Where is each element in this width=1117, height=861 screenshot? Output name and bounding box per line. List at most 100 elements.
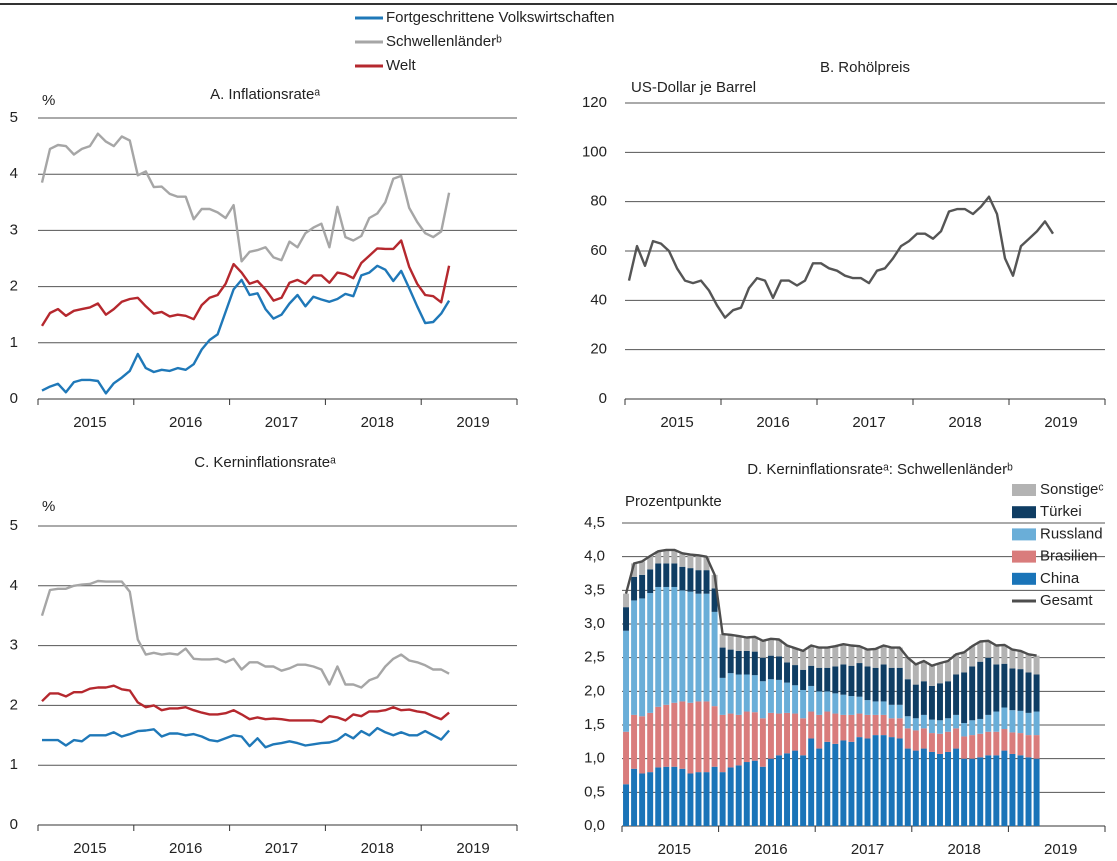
legend-label: Schwellenländerᵇ — [386, 33, 502, 50]
bar-segment — [1033, 758, 1040, 826]
bar-segment — [928, 685, 935, 720]
bar-segment — [848, 741, 855, 826]
bar-segment — [623, 593, 630, 608]
y-tick-label: 3,0 — [584, 615, 605, 632]
bar-segment — [759, 681, 766, 719]
series-line — [40, 239, 451, 327]
bar-segment — [969, 646, 976, 667]
bar-segment — [1001, 750, 1008, 826]
y-tick-label: 1,5 — [584, 716, 605, 733]
legend-swatch — [1012, 528, 1036, 541]
bar-segment — [784, 682, 791, 713]
series-line — [41, 684, 450, 724]
bar-segment — [896, 738, 903, 826]
panel-title: B. Rohölpreis — [820, 59, 910, 76]
bar-segment — [711, 611, 718, 707]
bar-segment — [872, 735, 879, 826]
x-tick-label: 2015 — [73, 414, 106, 431]
bar-segment — [816, 647, 823, 668]
bar-segment — [832, 743, 839, 826]
bar-segment — [912, 684, 919, 719]
bar-segment — [687, 591, 694, 703]
x-tick-label: 2016 — [754, 841, 787, 858]
bar-segment — [896, 718, 903, 739]
series-line — [40, 132, 451, 263]
bar-segment — [695, 555, 702, 571]
bar-segment — [936, 683, 943, 721]
bar-segment — [824, 711, 831, 742]
bar-segment — [977, 718, 984, 734]
bar-segment — [936, 753, 943, 826]
bar-segment — [880, 714, 887, 736]
x-tick-label: 2016 — [756, 414, 789, 431]
bar-segment — [945, 751, 952, 826]
bar-segment — [985, 714, 992, 732]
bar-segment — [961, 672, 968, 723]
bar-segment — [1033, 711, 1040, 736]
bar-segment — [775, 755, 782, 826]
bar-segment — [767, 712, 774, 759]
bar-segment — [631, 768, 638, 826]
bar-segment — [969, 666, 976, 721]
bar-segment — [703, 556, 710, 571]
bar-segment — [735, 650, 742, 675]
bar-segment — [969, 735, 976, 759]
series-line — [41, 264, 451, 395]
bar-segment — [663, 563, 670, 587]
bar-segment — [792, 685, 799, 714]
bar-segment — [800, 718, 807, 756]
bar-segment — [639, 574, 646, 599]
bar-segment — [1025, 654, 1032, 673]
bar-segment — [1025, 757, 1032, 826]
bar-segment — [775, 639, 782, 657]
bar-segment — [792, 713, 799, 751]
bar-segment — [647, 569, 654, 594]
bar-segment — [953, 654, 960, 675]
bar-segment — [993, 731, 1000, 756]
bar-segment — [639, 773, 646, 826]
legend-swatch — [1012, 550, 1036, 563]
bar-segment — [639, 561, 646, 575]
bar-segment — [928, 719, 935, 734]
bar-segment — [1025, 712, 1032, 736]
bar-segment — [655, 706, 662, 768]
bar-segment — [1009, 710, 1016, 733]
bar-segment — [808, 665, 815, 686]
bar-segment — [639, 716, 646, 774]
bar-segment — [703, 593, 710, 702]
bar-segment — [735, 714, 742, 766]
bar-segment — [743, 711, 750, 763]
bar-segment — [856, 737, 863, 826]
bar-segment — [679, 590, 686, 702]
bar-segment — [1009, 753, 1016, 826]
bar-segment — [655, 563, 662, 587]
x-tick-label: 2019 — [1044, 841, 1077, 858]
bar-segment — [655, 586, 662, 707]
bar-segment — [671, 586, 678, 703]
x-tick-label: 2015 — [660, 414, 693, 431]
bar-segment — [784, 662, 791, 683]
bar-segment — [735, 636, 742, 651]
bar-segment — [872, 701, 879, 715]
x-tick-label: 2019 — [456, 414, 489, 431]
bar-segment — [695, 593, 702, 702]
bar-segment — [703, 701, 710, 773]
x-tick-label: 2019 — [1044, 414, 1077, 431]
x-tick-label: 2017 — [265, 414, 298, 431]
bar-segment — [1033, 655, 1040, 675]
legend-label: Russland — [1040, 525, 1103, 542]
bar-segment — [1033, 674, 1040, 712]
bar-segment — [832, 646, 839, 667]
bar-segment — [872, 714, 879, 736]
y-tick-label: 0 — [599, 390, 607, 407]
bar-segment — [977, 641, 984, 662]
bar-segment — [800, 755, 807, 826]
bar-segment — [711, 706, 718, 767]
bar-segment — [679, 701, 686, 769]
bar-segment — [792, 648, 799, 666]
bar-segment — [904, 748, 911, 826]
legend-label: Brasilien — [1040, 548, 1098, 565]
bar-segment — [872, 648, 879, 668]
bar-segment — [711, 766, 718, 826]
bar-segment — [896, 647, 903, 668]
